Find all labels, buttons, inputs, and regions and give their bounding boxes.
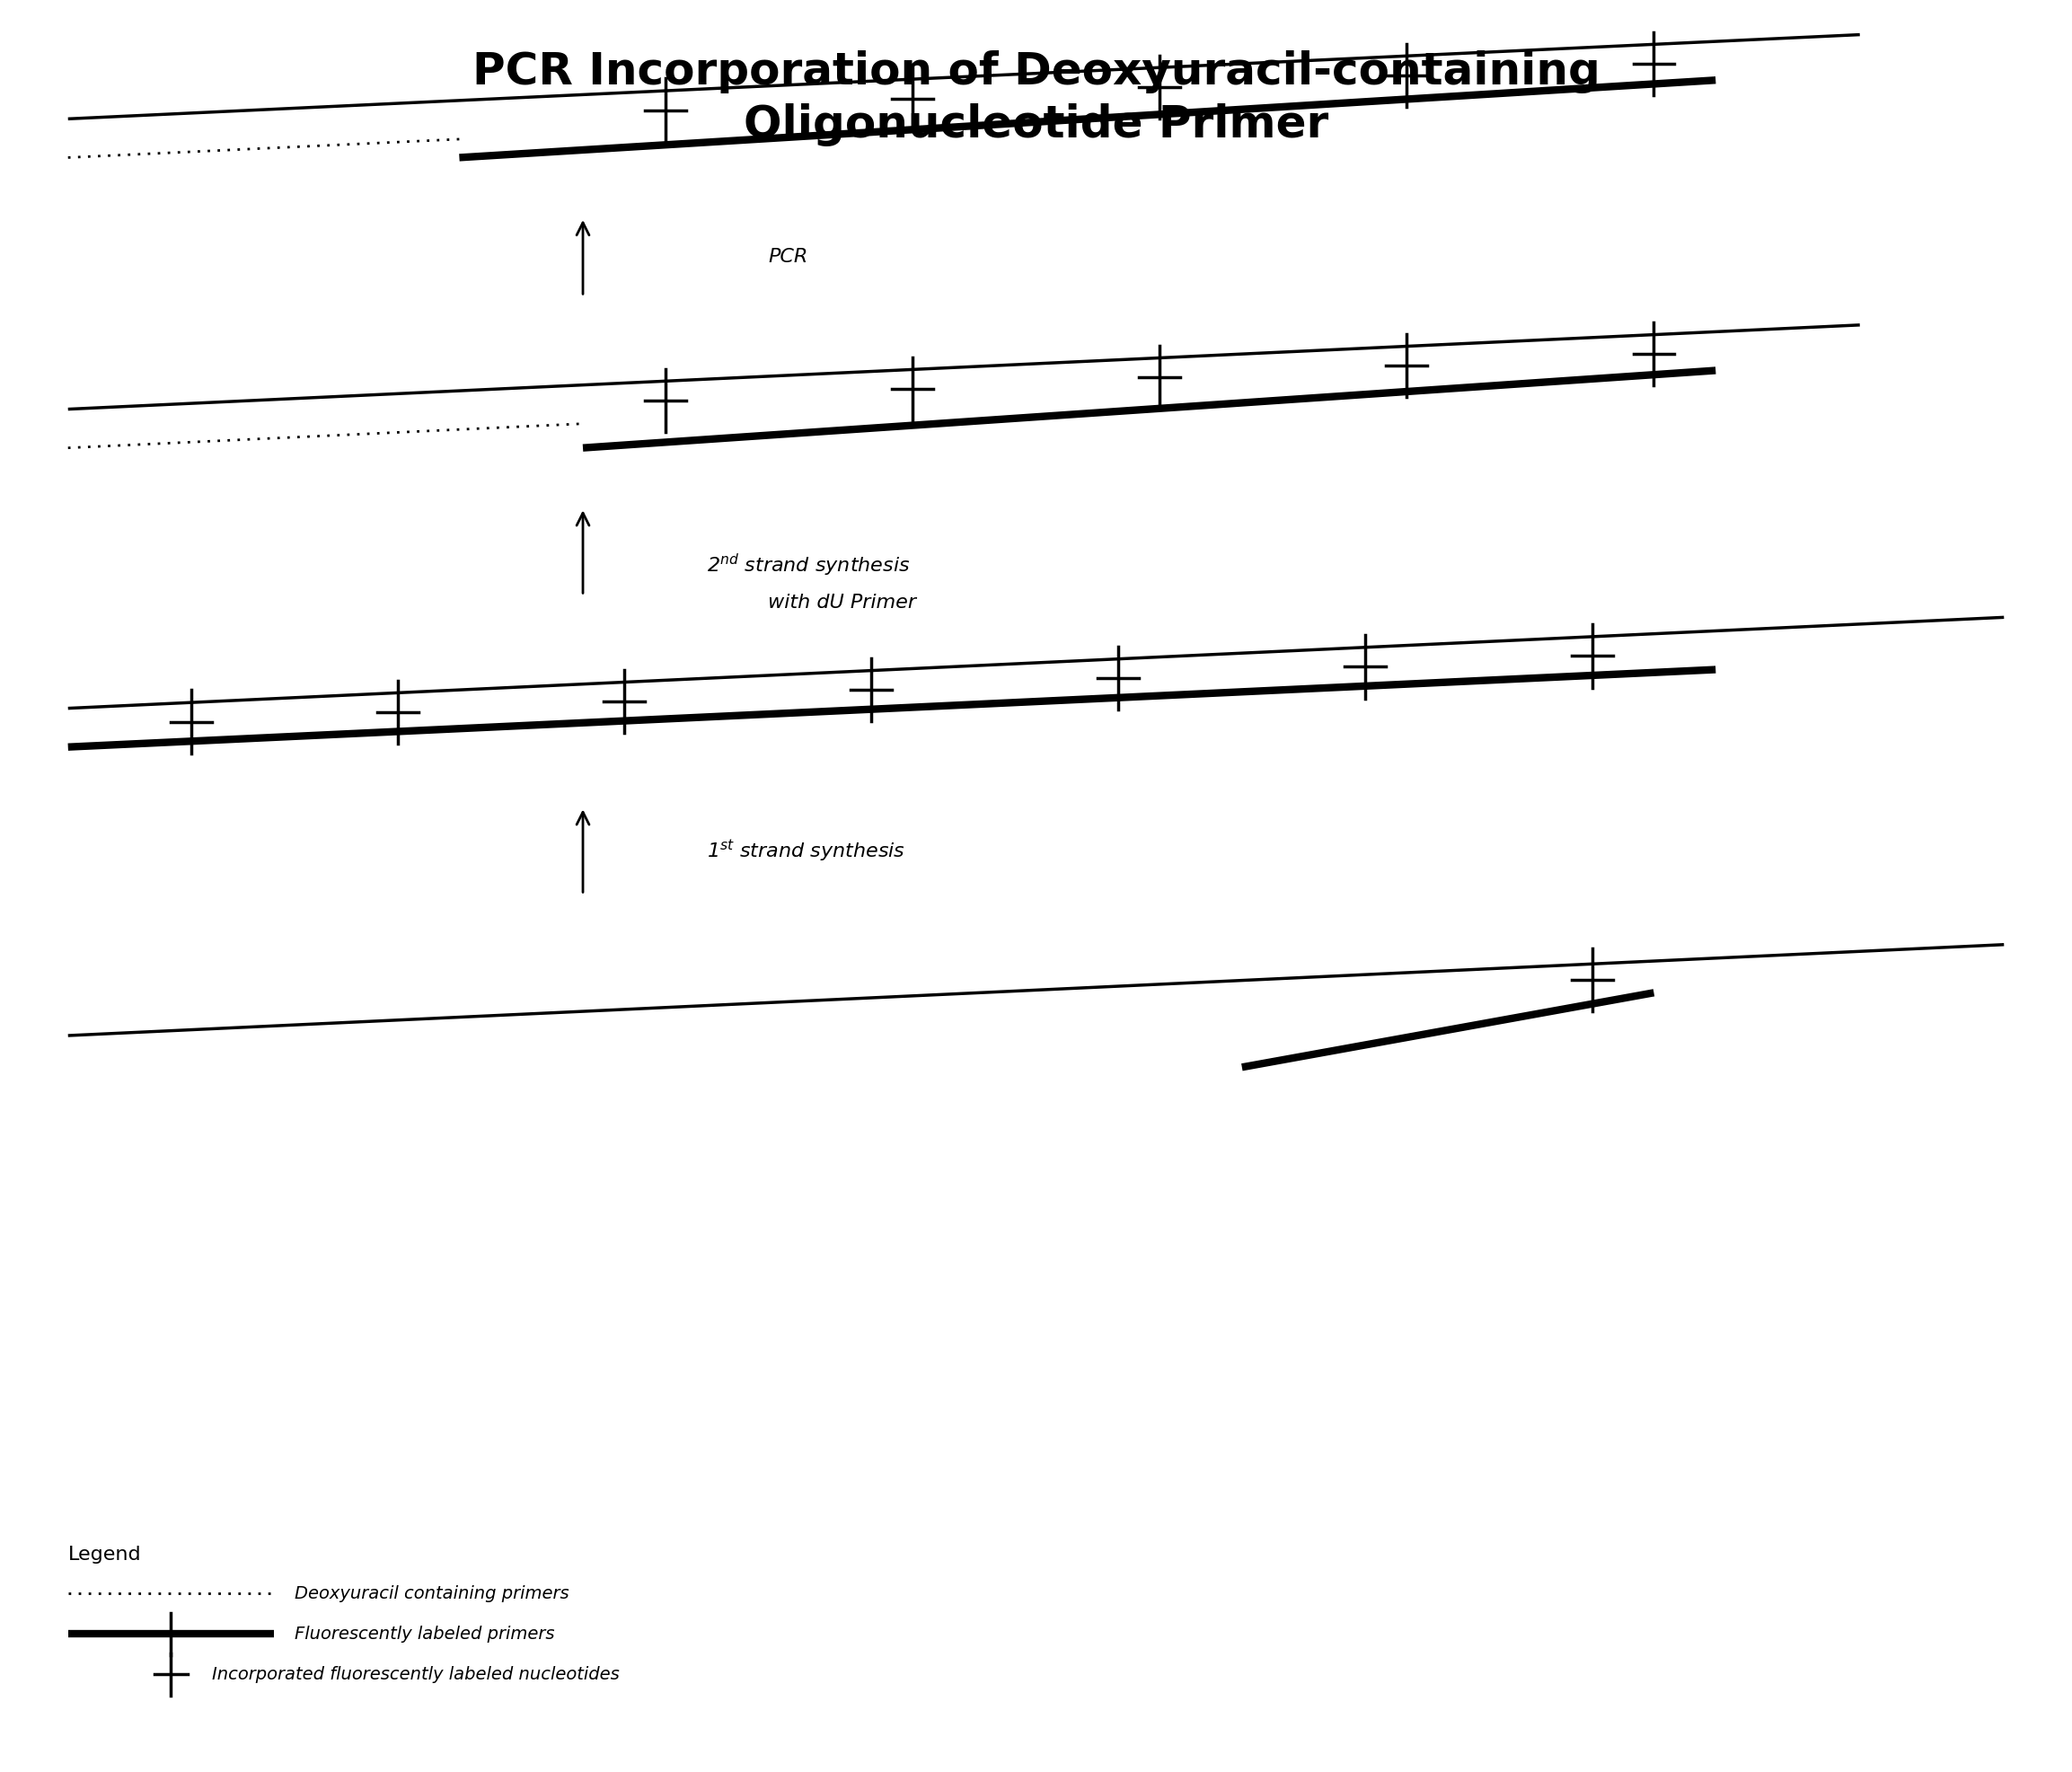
Text: Deoxyuracil containing primers: Deoxyuracil containing primers — [294, 1584, 570, 1602]
Text: PCR Incorporation of Deoxyuracil-containing
Oligonucleotide Primer: PCR Incorporation of Deoxyuracil-contain… — [472, 50, 1600, 147]
Text: PCR: PCR — [769, 248, 808, 266]
Text: Fluorescently labeled primers: Fluorescently labeled primers — [294, 1625, 555, 1643]
Text: Legend: Legend — [68, 1545, 141, 1563]
Text: with dU Primer: with dU Primer — [769, 594, 916, 611]
Text: Incorporated fluorescently labeled nucleotides: Incorporated fluorescently labeled nucle… — [211, 1666, 620, 1683]
Text: 1$^{st}$ strand synthesis: 1$^{st}$ strand synthesis — [707, 838, 905, 863]
Text: 2$^{nd}$ strand synthesis: 2$^{nd}$ strand synthesis — [707, 551, 910, 578]
